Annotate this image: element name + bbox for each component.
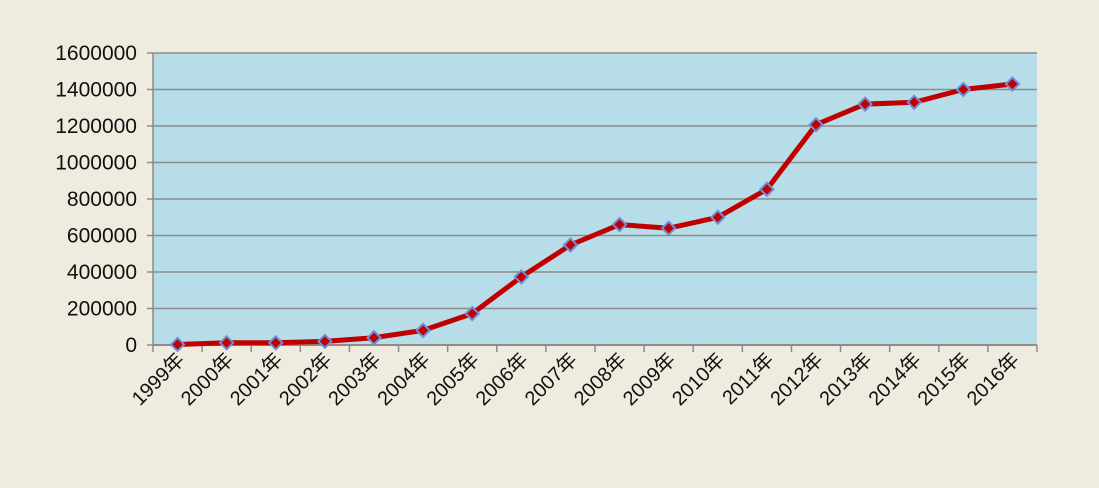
data-point-marker [808,116,824,133]
x-tick-label: 2015年 [913,348,975,410]
x-tick-label: 2004年 [373,348,435,410]
y-tick-label: 1600000 [55,42,137,65]
y-tick-label: 400000 [67,261,137,284]
x-tick-label: 2005年 [422,348,484,410]
x-tick-label: 2011年 [718,348,779,409]
x-tick-label: 2013年 [815,348,877,410]
y-tick-label: 0 [125,334,137,357]
x-tick-label: 1999年 [127,348,189,410]
x-tick-label: 2009年 [618,348,680,410]
axes [152,53,1038,352]
series-line-0 [175,81,1015,347]
data-point-marker [611,216,628,233]
x-tick-label: 2007年 [520,348,582,410]
data-point-marker [415,322,432,339]
y-tick-label: 1400000 [55,79,137,102]
x-tick-label: 2000年 [176,348,238,410]
data-point-marker [169,336,186,353]
x-tick-label: 2001年 [225,348,287,410]
data-point-marker [709,209,726,226]
x-tick-label: 2003年 [324,348,386,410]
data-point-marker [955,81,972,98]
data-point-marker [267,334,284,351]
data-point-marker [316,333,333,350]
series-line [175,81,1015,347]
data-point-marker [464,305,481,322]
y-tick-labels: 0 200000 400000 600000 800000 1000000 1200000 1… [55,42,137,357]
data-point-marker [513,269,530,285]
y-tick-label: 800000 [67,188,137,211]
data-point-marker [660,220,677,237]
x-tick-label: 2010年 [667,348,729,410]
x-tick-label: 2008年 [569,348,631,410]
x-tick-label: 2002年 [275,348,337,410]
x-tick-label: 2016年 [962,348,1024,410]
x-tick-label: 2006年 [471,348,533,410]
data-point-marker [562,237,579,253]
y-tick-label: 600000 [67,225,137,248]
x-tick-label: 2014年 [864,348,926,410]
data-point-marker [758,181,775,198]
y-tick-label: 200000 [67,298,137,321]
data-point-marker [1004,76,1021,92]
data-markers [169,76,1021,353]
y-tick-label: 1200000 [55,115,137,138]
x-tick-labels: 1999年2000年2001年2002年2003年2004年2005年2006年… [127,348,1024,410]
y-tick-label: 1000000 [55,152,137,175]
x-tick-label: 2012年 [766,348,828,410]
data-point-marker [218,334,235,351]
data-point-marker [857,96,874,113]
data-point-marker [906,94,923,111]
data-point-marker [366,329,382,346]
